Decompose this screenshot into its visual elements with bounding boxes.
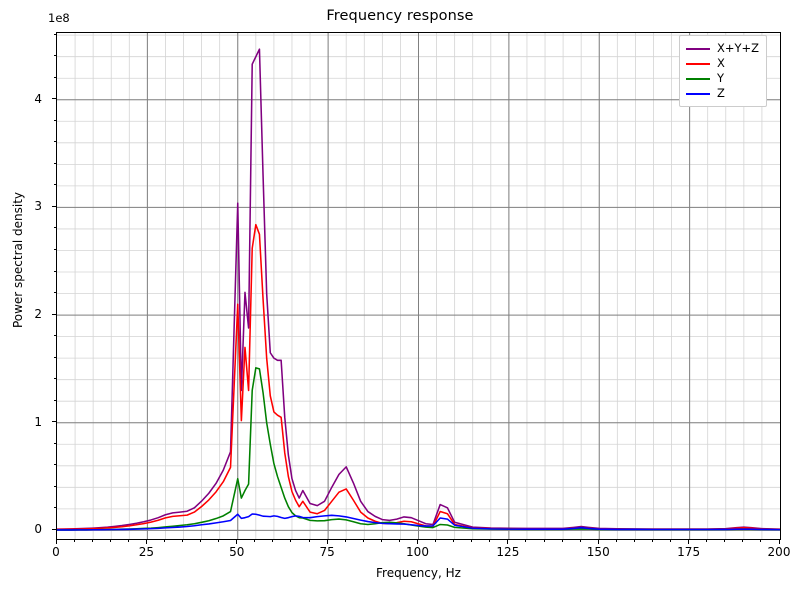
x-tick-mark xyxy=(507,540,509,544)
x-minor-tick-mark xyxy=(91,540,93,542)
data-series-lines xyxy=(57,48,780,531)
x-tick-label: 150 xyxy=(586,545,610,559)
x-minor-tick-mark xyxy=(326,540,328,542)
x-tick-mark xyxy=(326,540,328,544)
y-tick-label: 1 xyxy=(34,414,42,429)
legend-label: X xyxy=(717,56,725,70)
x-tick-label: 125 xyxy=(496,545,520,559)
legend-label: Y xyxy=(717,71,725,85)
plot-area xyxy=(56,32,781,540)
x-minor-tick-mark xyxy=(724,540,726,542)
x-minor-tick-mark xyxy=(742,540,744,542)
x-minor-tick-mark xyxy=(670,540,672,542)
x-minor-tick-mark xyxy=(633,540,635,542)
x-minor-tick-mark xyxy=(290,540,292,542)
legend-swatch-icon xyxy=(686,62,710,65)
x-minor-tick-mark xyxy=(507,540,509,542)
chart-title: Frequency response xyxy=(326,8,474,24)
x-minor-tick-mark xyxy=(688,540,690,542)
x-minor-tick-mark xyxy=(163,540,165,542)
x-minor-tick-mark xyxy=(579,540,581,542)
legend-label: Z xyxy=(717,86,725,100)
x-minor-tick-mark xyxy=(778,540,780,542)
x-minor-tick-mark xyxy=(362,540,364,542)
legend-swatch-icon xyxy=(686,92,710,95)
x-minor-tick-mark xyxy=(471,540,473,542)
x-minor-tick-mark xyxy=(760,540,762,542)
legend-item-z[interactable]: Z xyxy=(686,86,759,101)
x-minor-tick-mark xyxy=(435,540,437,542)
legend-swatch-icon xyxy=(686,77,710,80)
x-tick-label: 100 xyxy=(406,545,429,559)
x-tick-label: 50 xyxy=(229,545,245,559)
x-minor-tick-mark xyxy=(417,540,418,542)
y-axis-offset-label: 1e8 xyxy=(48,11,70,25)
x-minor-tick-mark xyxy=(127,540,129,542)
x-minor-tick-mark xyxy=(561,540,563,542)
legend-item-x[interactable]: X xyxy=(686,56,759,71)
x-minor-tick-mark xyxy=(308,540,310,542)
x-minor-tick-mark xyxy=(73,540,75,542)
y-tick-label: 0 xyxy=(34,522,42,537)
x-minor-tick-mark xyxy=(398,540,400,542)
x-minor-tick-mark xyxy=(543,540,545,542)
x-minor-tick-mark xyxy=(182,540,184,542)
x-tick-mark xyxy=(688,540,690,544)
x-minor-tick-mark xyxy=(344,540,346,542)
major-gridlines xyxy=(57,33,780,539)
x-minor-tick-mark xyxy=(453,540,455,542)
x-tick-label: 200 xyxy=(767,545,791,559)
x-minor-tick-mark xyxy=(597,540,599,542)
x-minor-tick-mark xyxy=(489,540,491,542)
legend-item-y[interactable]: Y xyxy=(686,71,759,86)
plot-canvas xyxy=(57,33,780,539)
x-minor-tick-mark xyxy=(109,540,111,542)
x-minor-tick-mark xyxy=(525,540,527,542)
x-minor-tick-mark xyxy=(218,540,220,542)
x-minor-tick-mark xyxy=(200,540,202,542)
chart-legend[interactable]: X+Y+Z X Y Z xyxy=(679,35,768,107)
series-line-z xyxy=(57,513,780,531)
x-minor-tick-mark xyxy=(615,540,617,542)
x-tick-label: 75 xyxy=(319,545,335,559)
x-minor-tick-mark xyxy=(236,540,238,542)
x-tick-mark xyxy=(236,540,238,544)
x-tick-label: 175 xyxy=(677,545,701,559)
x-tick-label: 25 xyxy=(138,545,155,559)
legend-label: X+Y+Z xyxy=(717,41,760,55)
x-minor-tick-mark xyxy=(254,540,256,542)
x-tick-mark xyxy=(55,540,57,544)
x-minor-tick-mark xyxy=(272,540,274,542)
legend-swatch-icon xyxy=(686,47,710,50)
x-minor-tick-mark xyxy=(651,540,653,542)
x-tick-mark xyxy=(417,540,418,544)
series-line-x-y-z xyxy=(57,48,780,530)
y-tick-label: 4 xyxy=(34,91,42,106)
x-tick-mark xyxy=(145,540,147,544)
y-axis-label: Power spectral density xyxy=(11,191,25,329)
x-minor-tick-mark xyxy=(380,540,382,542)
minor-gridlines xyxy=(57,33,780,539)
x-tick-mark xyxy=(597,540,599,544)
x-axis-label: Frequency, Hz xyxy=(376,566,461,580)
x-minor-tick-mark xyxy=(55,540,57,542)
x-minor-tick-mark xyxy=(706,540,708,542)
x-tick-mark xyxy=(778,540,780,544)
x-minor-tick-mark xyxy=(145,540,147,542)
legend-item-x-y-z[interactable]: X+Y+Z xyxy=(686,41,759,56)
x-tick-label: 0 xyxy=(52,545,60,559)
